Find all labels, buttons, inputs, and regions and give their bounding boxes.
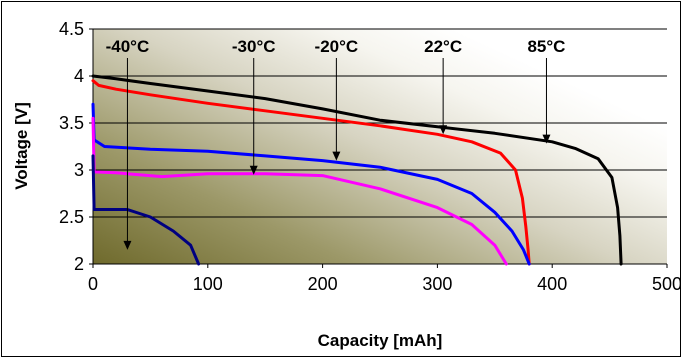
x-tick-label: 400 (537, 274, 567, 294)
x-axis-title: Capacity [mAh] (318, 331, 443, 350)
x-tick-label: 0 (88, 274, 98, 294)
plot-background (93, 29, 667, 264)
tick-labels: 2 2.5 3 3.5 4 4.5 0 100 200 300 400 500 (59, 19, 682, 294)
y-axis-title: Voltage [V] (12, 102, 31, 190)
x-tick-label: 300 (422, 274, 452, 294)
y-tick-label: 4 (74, 66, 84, 86)
annotation-arrowhead (439, 125, 448, 135)
x-tick-label: 500 (652, 274, 680, 294)
annotation-arrowhead (249, 165, 258, 175)
series-line (91, 79, 531, 266)
series-group (91, 74, 623, 266)
y-tick-label: 2 (74, 254, 84, 274)
y-tick-label: 3 (74, 160, 84, 180)
temperature-label: -30°C (232, 37, 276, 56)
temperature-label: -40°C (106, 37, 150, 56)
y-tick-label: 3.5 (59, 113, 84, 133)
x-tick-label: 200 (308, 274, 338, 294)
series-line (91, 154, 201, 266)
annotation-arrowhead (332, 151, 341, 161)
chart: -40°C -30°C -20°C 22°C 85°C 2 2.5 3 3.5 4 4.5 0 100… (12, 19, 682, 350)
series-line (91, 102, 531, 266)
temperature-label: -20°C (315, 37, 359, 56)
y-tick-label: 4.5 (59, 19, 84, 39)
x-tick-label: 100 (193, 274, 223, 294)
annotations: -40°C -30°C -20°C 22°C 85°C (106, 37, 565, 250)
annotation-arrowhead (542, 134, 551, 144)
temperature-label: 85°C (527, 37, 565, 56)
axes (89, 28, 668, 268)
temperature-label: 22°C (424, 37, 462, 56)
y-tick-label: 2.5 (59, 207, 84, 227)
series-line (91, 116, 508, 266)
series-line (91, 74, 623, 266)
annotation-arrowhead (123, 240, 132, 250)
